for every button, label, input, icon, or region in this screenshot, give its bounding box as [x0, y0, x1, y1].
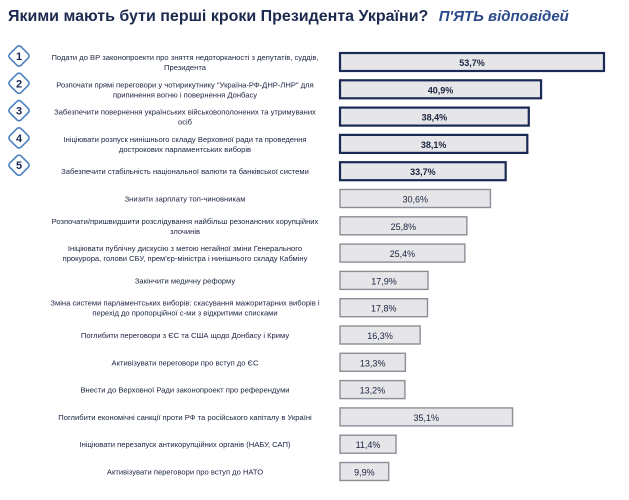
bar-14: [339, 407, 514, 427]
category-label: дострокових парламентських виборів: [119, 145, 251, 154]
category-label: Закінчити медичну реформу: [135, 276, 235, 285]
category-label: Поглибити переговори з ЄС та США щодо До…: [81, 331, 289, 340]
rank-badge-number: 1: [16, 51, 22, 63]
category-label: Розпочати прямі переговори у чотирикутни…: [56, 80, 313, 89]
category-label: Активізувати переговори про вступ до ЄС: [112, 358, 260, 367]
bar-4: [338, 133, 529, 154]
bar-12: [339, 352, 407, 372]
category-label: Забезпечити стабільність національної ва…: [61, 167, 309, 176]
category-label: осіб: [178, 118, 193, 127]
bar-9: [339, 270, 429, 291]
bar-1: [338, 51, 606, 73]
category-label: Зміна системи парламентських виборів: ск…: [50, 299, 319, 308]
rank-badge-number: 2: [16, 78, 22, 90]
category-label: Знизити зарплату топ-чиновникам: [125, 195, 246, 204]
category-label: Розпочати/пришвидшити розслідування найб…: [52, 217, 319, 226]
rank-badge: [8, 45, 30, 67]
bar-11: [339, 325, 421, 345]
bar-value-label: 11,4%: [356, 440, 381, 450]
rank-badge-number: 5: [16, 160, 22, 172]
bar-value-label: 38,4%: [422, 113, 448, 123]
category-label: Активізувати переговори про вступ до НАТ…: [107, 468, 263, 477]
category-label: Президента: [164, 63, 207, 72]
bar-value-label: 16,3%: [367, 331, 393, 341]
bar-value-label: 17,9%: [371, 276, 397, 286]
category-label: Забезпечити повернення українських війсь…: [54, 108, 316, 117]
bar-value-label: 17,8%: [371, 304, 397, 314]
category-label: Ініціювати перезапуск антикорупційних ор…: [80, 440, 291, 449]
bar-value-label: 25,8%: [391, 222, 417, 232]
bar-value-label: 33,7%: [410, 167, 436, 177]
chart-title: Якими мають бути перші кроки Президента …: [8, 8, 569, 26]
category-label: Поглибити економічні санкції проти РФ та…: [58, 413, 312, 422]
rank-badge: [8, 99, 30, 122]
bar-16: [339, 461, 390, 482]
rank-badge: [8, 127, 30, 149]
bar-5: [338, 161, 507, 182]
category-label: Ініціювати публічну дискусію з метою нег…: [68, 244, 302, 253]
bar-value-label: 9,9%: [354, 468, 375, 478]
bar-value-label: 30,6%: [402, 195, 428, 205]
bar-value-label: 13,3%: [360, 358, 386, 368]
category-label: Подати до ВР законопроекти про зняття не…: [51, 53, 318, 62]
bar-value-label: 25,4%: [390, 249, 416, 259]
bar-value-label: 40,9%: [428, 85, 454, 95]
category-label: перехід до пропорційної с-ми з відкритим…: [92, 309, 277, 318]
category-label: злочинів: [170, 227, 200, 236]
chart-subtitle: П'ЯТЬ відповідей: [438, 8, 569, 25]
bar-15: [339, 434, 397, 454]
rank-badge-number: 4: [16, 133, 23, 145]
bar-2: [338, 79, 543, 100]
category-label: Ініціювати розпуск нинішнього складу Вер…: [63, 135, 306, 144]
rank-badge-number: 3: [16, 106, 22, 118]
chart-title-text: Якими мають бути перші кроки Президента …: [8, 8, 429, 25]
category-label: прокурора, голови СБУ, прем'єр-міністра …: [63, 254, 308, 263]
bar-7: [339, 216, 468, 236]
bar-3: [338, 106, 530, 127]
rank-badge: [8, 72, 30, 95]
bar-6: [339, 188, 492, 209]
category-label: Внести до Верховної Ради законопроект пр…: [80, 386, 289, 395]
bar-13: [339, 379, 406, 400]
bar-8: [339, 243, 466, 263]
bar-value-label: 35,1%: [414, 413, 440, 423]
rank-badge: [8, 154, 30, 177]
bar-10: [339, 298, 429, 318]
bar-value-label: 38,1%: [421, 140, 447, 150]
bar-value-label: 13,2%: [360, 386, 386, 396]
bar-value-label: 53,7%: [459, 58, 485, 68]
category-label: припинення вогню і повернення Донбасу: [113, 90, 257, 99]
